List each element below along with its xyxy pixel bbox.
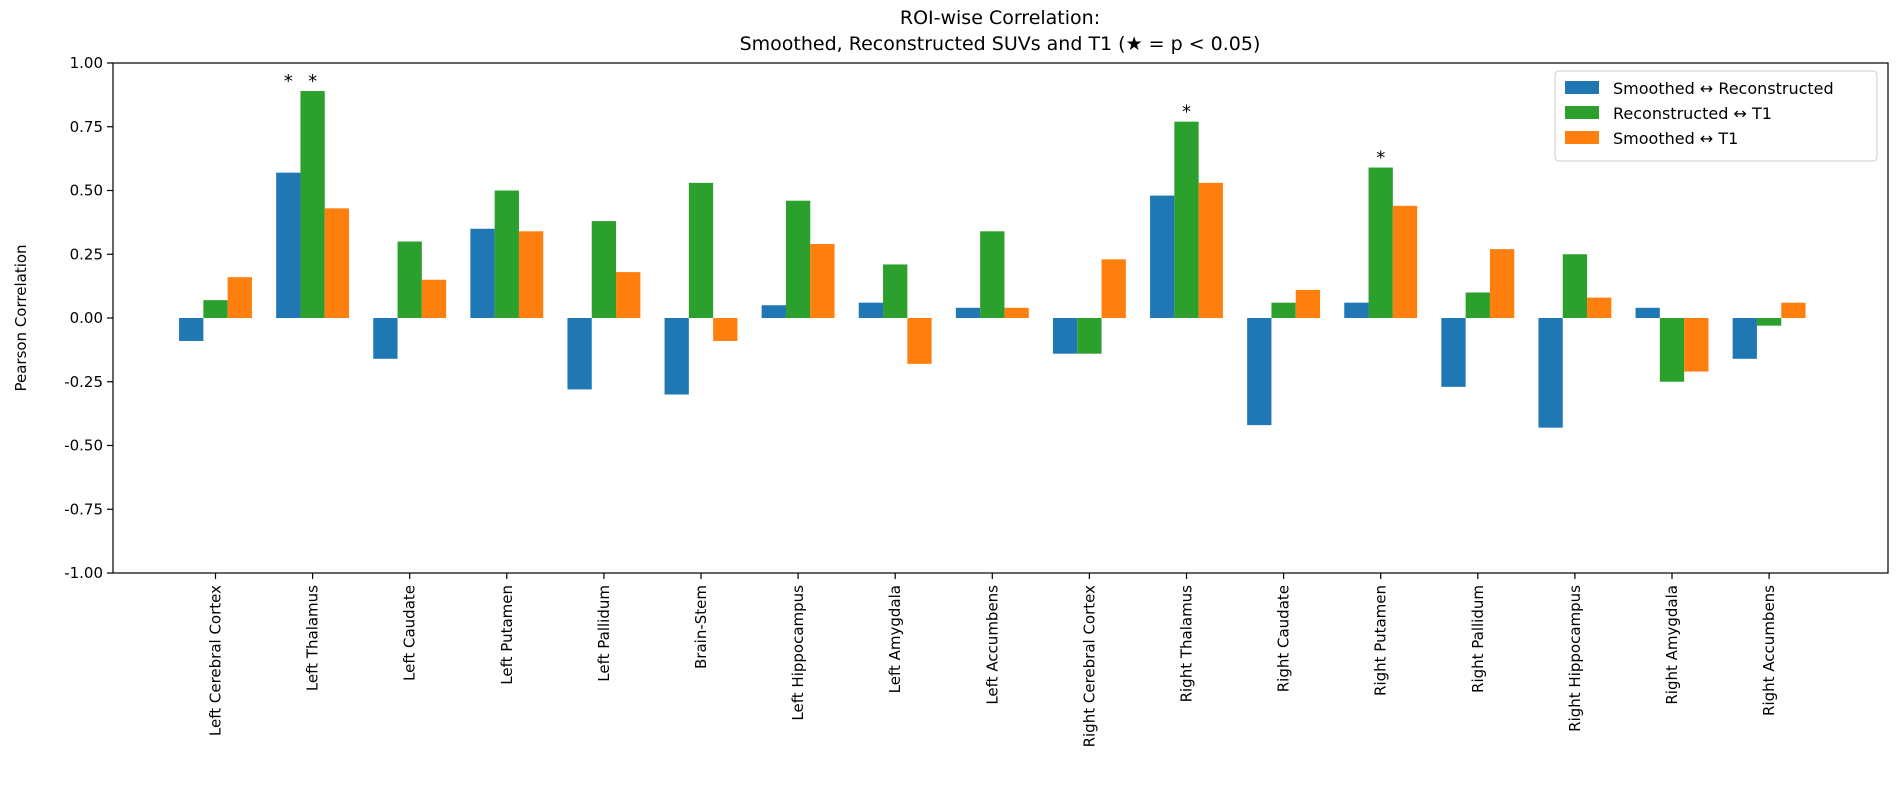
bar [1562, 254, 1588, 318]
bar [518, 231, 544, 318]
x-tick-label: Left Caudate [401, 585, 419, 681]
significance-marker: * [284, 71, 293, 92]
bar [1441, 318, 1466, 387]
bar [1004, 307, 1029, 318]
bar [227, 277, 252, 318]
x-tick-label: Right Putamen [1372, 585, 1390, 696]
bar [713, 318, 738, 341]
bar [1150, 195, 1175, 318]
bar [1247, 318, 1272, 426]
x-tick-label: Right Hippocampus [1566, 585, 1584, 732]
bar [1587, 297, 1612, 318]
x-tick-label: Left Thalamus [304, 585, 322, 691]
bar [1465, 292, 1490, 318]
legend-swatch [1565, 106, 1599, 119]
bar [179, 318, 204, 341]
bar [1756, 318, 1782, 326]
bar [373, 318, 398, 359]
x-tick-label: Left Hippocampus [789, 585, 807, 721]
bar [567, 318, 592, 390]
y-tick-label: -1.00 [64, 564, 103, 582]
bar [1052, 318, 1078, 354]
y-tick-label: 0.75 [70, 118, 103, 136]
x-tick-label: Right Thalamus [1178, 585, 1196, 703]
bar [276, 172, 301, 318]
bar [1198, 182, 1223, 318]
y-tick-label: -0.75 [64, 500, 103, 518]
x-tick-label: Left Putamen [498, 585, 516, 685]
bar [1489, 249, 1515, 318]
bar [421, 279, 447, 318]
legend-label: Reconstructed ↔ T1 [1613, 104, 1772, 123]
bar [883, 264, 908, 318]
bar [1295, 289, 1321, 318]
bar [1271, 302, 1296, 318]
bar [203, 300, 228, 318]
bar [761, 305, 786, 318]
y-tick-label: 1.00 [70, 54, 103, 72]
legend-swatch [1565, 81, 1599, 94]
y-tick-label: -0.25 [64, 373, 103, 391]
bar [1392, 205, 1418, 318]
bar [1344, 302, 1369, 318]
x-tick-label: Left Cerebral Cortex [207, 585, 225, 736]
bar [1538, 318, 1563, 428]
bar [955, 307, 981, 318]
x-tick-label: Right Caudate [1275, 585, 1293, 692]
x-tick-label: Left Accumbens [983, 585, 1001, 705]
significance-marker: * [1182, 102, 1191, 123]
legend: Smoothed ↔ Reconstructed Reconstructed ↔ … [1554, 70, 1878, 162]
legend-swatch [1565, 131, 1599, 144]
bar [1635, 307, 1660, 318]
x-tick-label: Brain-Stem [692, 585, 710, 669]
bar [785, 200, 811, 318]
legend-box [1554, 70, 1878, 162]
x-tick-label: Right Accumbens [1760, 585, 1778, 716]
bar [1077, 318, 1102, 354]
bar [1101, 259, 1126, 318]
bar [810, 244, 835, 318]
bar [324, 208, 350, 318]
bar [1684, 318, 1709, 372]
x-tick-label: Left Amygdala [886, 585, 904, 693]
bar [591, 221, 617, 318]
bar [300, 91, 325, 318]
bar [1174, 121, 1199, 319]
bar [1781, 302, 1806, 318]
chart-title-line2: Smoothed, Reconstructed SUVs and T1 (★ =… [740, 33, 1261, 55]
bar [397, 241, 422, 318]
bar [858, 302, 884, 318]
chart-title-line1: ROI-wise Correlation: [900, 7, 1100, 29]
significance-marker: * [308, 71, 317, 92]
x-tick-label: Right Amygdala [1663, 585, 1681, 705]
bar [688, 182, 714, 318]
bar [1659, 318, 1685, 382]
bar [664, 318, 689, 395]
x-tick-label: Left Pallidum [595, 585, 613, 682]
bar [616, 272, 641, 318]
y-tick-label: 0.25 [70, 245, 103, 263]
bar [1368, 167, 1393, 318]
x-tick-label: Right Pallidum [1469, 585, 1487, 693]
y-tick-label: 0.00 [70, 309, 103, 327]
y-tick-label: -0.50 [64, 437, 103, 455]
bar [494, 190, 519, 318]
x-tick-label: Right Cerebral Cortex [1080, 585, 1098, 748]
significance-marker: * [1376, 148, 1385, 169]
bar [470, 228, 495, 318]
y-axis-label: Pearson Correlation [12, 244, 30, 391]
y-tick-label: 0.50 [70, 182, 103, 200]
bar [1732, 318, 1757, 359]
plot-area: -1.00 -0.75 -0.50 -0.25 0.00 0.25 0.50 0.75 1.00… [64, 54, 1889, 748]
bar [907, 318, 932, 364]
legend-label: Smoothed ↔ Reconstructed [1613, 79, 1834, 98]
legend-label: Smoothed ↔ T1 [1613, 129, 1738, 148]
bar [980, 231, 1005, 318]
